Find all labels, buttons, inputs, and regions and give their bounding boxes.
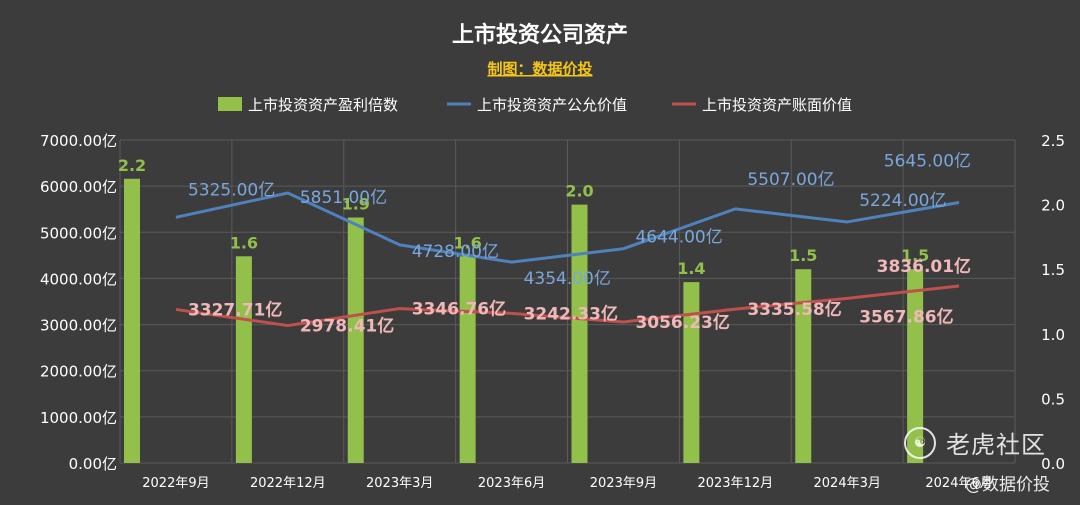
book-value-label-7: 3836.01亿 [877, 256, 971, 277]
chart-title: 上市投资公司资产 [452, 22, 628, 48]
y-left-tick-6: 6000.00亿 [40, 178, 117, 196]
bar-0 [124, 178, 140, 463]
series-line-2 [175, 284, 960, 328]
bar-label-1: 1.6 [230, 233, 258, 252]
y-left-tick-7: 7000.00亿 [40, 132, 117, 150]
x-tick-6: 2024年3月 [814, 476, 881, 491]
x-tick-0: 2022年9月 [142, 476, 209, 491]
x-tick-2: 2023年3月 [366, 476, 433, 491]
fair-value-label-0: 5325.00亿 [188, 180, 275, 200]
bar-2 [347, 217, 364, 463]
bar-label-6: 1.5 [789, 246, 817, 265]
y-right-tick-0: 0.0 [1041, 455, 1065, 473]
book-value-label-6: 3567.86亿 [859, 306, 953, 327]
y-left-tick-3: 3000.00亿 [40, 317, 117, 335]
bar-label-4: 2.0 [565, 182, 593, 201]
watermark-platform-text: 老虎社区 [946, 431, 1046, 459]
legend-label-1: 上市投资资产盈利倍数 [248, 96, 398, 114]
bar-3 [459, 256, 476, 463]
series-line-1 [175, 191, 960, 264]
book-value-label-2: 3346.76亿 [412, 299, 506, 320]
x-tick-4: 2023年9月 [590, 476, 657, 491]
bar-4 [571, 204, 588, 463]
bar-5 [683, 282, 700, 463]
y-right-tick-2: 1.0 [1041, 326, 1065, 344]
x-tick-7: 2024年6月 [925, 476, 992, 491]
y-right-tick-3: 1.5 [1041, 261, 1065, 279]
bar-label-7: 1.5 [901, 246, 929, 265]
y-left-tick-5: 5000.00亿 [40, 224, 117, 242]
y-left-tick-4: 4000.00亿 [40, 270, 117, 288]
book-value-label-4: 3056.23亿 [635, 312, 729, 333]
x-tick-1: 2022年12月 [250, 476, 326, 491]
bar-label-5: 1.4 [677, 259, 705, 278]
legend-swatch-1 [218, 97, 242, 111]
x-tick-5: 2023年12月 [697, 476, 773, 491]
y-left-tick-2: 2000.00亿 [40, 363, 117, 381]
legend-label-2: 上市投资资产公允价值 [477, 96, 627, 114]
bar-label-0: 2.2 [118, 156, 146, 175]
fair-value-label-4: 4644.00亿 [635, 228, 722, 248]
watermark-platform: ☯ 老虎社区 [904, 425, 1046, 460]
book-value-label-0: 3327.71亿 [188, 299, 282, 320]
chart-subtitle: 制图：数据价投 [487, 60, 592, 78]
y-left-tick-0: 0.00亿 [69, 455, 117, 473]
tiger-logo-icon: ☯ [904, 426, 936, 459]
x-tick-3: 2023年6月 [478, 476, 545, 491]
book-value-label-3: 3242.33亿 [524, 303, 618, 324]
y-left-tick-1: 1000.00亿 [40, 409, 117, 427]
fair-value-label-3: 4354.00亿 [524, 269, 611, 289]
fair-value-label-2: 4728.00亿 [412, 242, 499, 262]
legend-label-3: 上市投资资产账面价值 [702, 96, 852, 114]
bar-6 [795, 269, 812, 463]
watermark-author: @数据价投 [965, 475, 1050, 495]
y-right-tick-5: 2.5 [1041, 132, 1065, 150]
book-value-label-1: 2978.41亿 [300, 316, 394, 337]
bar-1 [235, 256, 252, 463]
bar-7 [907, 269, 924, 463]
fair-value-label-6: 5224.00亿 [859, 191, 946, 211]
bar-label-3: 1.6 [453, 233, 481, 252]
fair-value-label-7: 5645.00亿 [884, 152, 971, 172]
y-right-tick-4: 2.0 [1041, 197, 1065, 215]
fair-value-label-1: 5851.00亿 [300, 188, 387, 208]
book-value-label-5: 3335.58亿 [747, 299, 841, 320]
bar-label-2: 1.9 [342, 195, 370, 214]
y-right-tick-1: 0.5 [1041, 390, 1065, 408]
fair-value-label-5: 5507.00亿 [747, 170, 834, 190]
